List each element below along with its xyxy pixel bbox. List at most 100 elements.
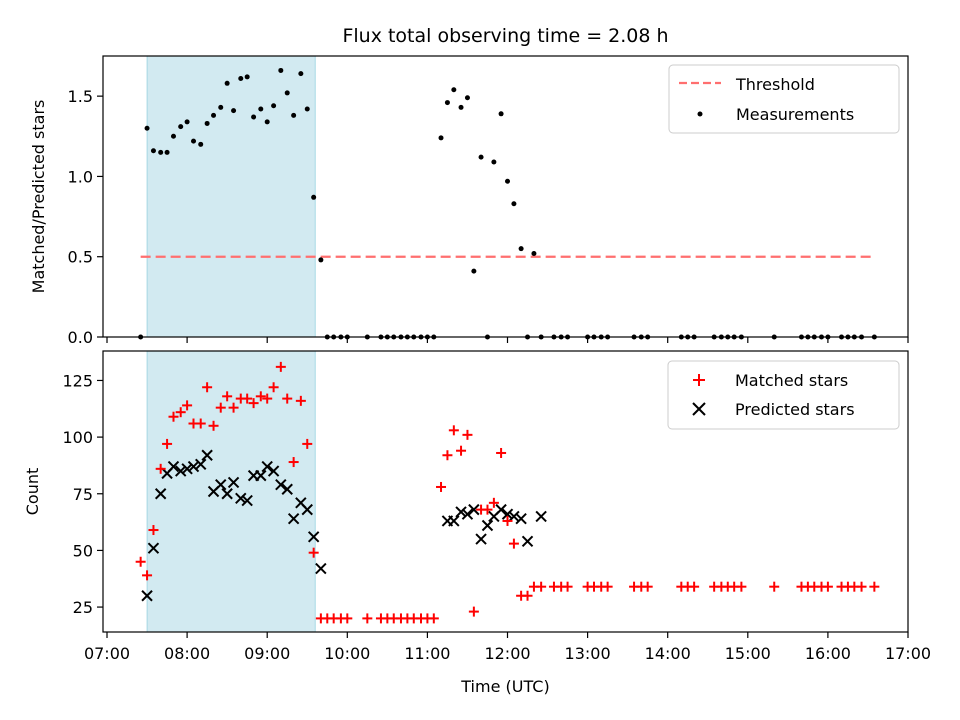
measurement-point: [471, 268, 477, 274]
matched-star-point: [202, 382, 213, 393]
matched-star-point: [208, 420, 219, 431]
matched-star-point: [522, 590, 533, 601]
legend-label: Matched stars: [735, 371, 848, 390]
matched-star-point: [215, 402, 226, 413]
predicted-star-point: [147, 542, 160, 554]
y-tick-label: 50: [73, 541, 93, 560]
matched-star-point: [488, 497, 499, 508]
y-tick-label: 0.0: [68, 328, 93, 347]
matched-star-point: [268, 382, 279, 393]
matched-star-point: [736, 581, 747, 592]
predicted-star-point: [201, 449, 213, 461]
matched-star-point: [308, 547, 319, 558]
predicted-star-point: [521, 535, 534, 548]
predicted-stars-points: [141, 449, 547, 602]
matched-star-point: [468, 606, 479, 617]
measurement-point: [284, 90, 290, 96]
measurement-point: [244, 74, 250, 80]
x-tick-label: 17:00: [885, 644, 931, 663]
y-axis: 0.0 0.5 1.0 1.5: [68, 87, 103, 347]
predicted-star-point: [301, 503, 313, 516]
matched-star-point: [442, 450, 453, 461]
matched-star-point: [448, 425, 459, 436]
legend-box: [668, 64, 900, 134]
chart-title: Flux total observing time = 2.08 h: [342, 25, 668, 47]
measurement-point: [211, 112, 217, 118]
measurement-point: [144, 125, 150, 131]
x-axis-label: Time (UTC): [460, 677, 549, 696]
x-tick-label: 15:00: [725, 644, 771, 663]
predicted-star-point: [461, 508, 474, 520]
matched-star-point: [148, 525, 159, 536]
predicted-star-point: [241, 494, 253, 507]
plot-frame: [102, 55, 909, 338]
matched-star-point: [155, 463, 166, 474]
predicted-star-point: [448, 515, 460, 527]
measurement-point: [531, 251, 537, 257]
predicted-star-point: [141, 590, 153, 602]
measurement-point: [164, 149, 170, 155]
y-tick-label: 25: [73, 598, 93, 617]
x-axis: [106, 337, 909, 343]
matched-star-point: [428, 613, 439, 624]
matched-star-point: [195, 418, 206, 429]
predicted-star-point: [287, 512, 300, 525]
predicted-star-point: [215, 478, 227, 491]
x-tick-label: 10:00: [324, 644, 370, 663]
measurement-point: [184, 119, 190, 125]
matched-star-point: [175, 407, 186, 418]
x-tick-label: 12:00: [484, 644, 530, 663]
measurement-point: [258, 106, 264, 112]
matched-star-point: [222, 391, 233, 402]
y-axis-label: Count: [23, 468, 42, 516]
measurement-point: [264, 119, 270, 125]
predicted-star-point: [167, 460, 180, 473]
measurement-point: [170, 133, 176, 139]
predicted-star-point: [261, 460, 273, 473]
predicted-star-point: [455, 506, 467, 518]
measurement-point: [498, 111, 504, 117]
x-tick-label: 16:00: [805, 644, 851, 663]
y-tick-label: 125: [62, 371, 93, 390]
predicted-star-point: [495, 503, 507, 516]
predicted-star-point: [535, 510, 547, 523]
ratio-panel: 0.0 0.5 1.0 1.5 Flux total observing time =…: [29, 25, 909, 347]
matched-star-point: [602, 581, 613, 592]
matched-star-point: [255, 391, 266, 402]
measurement-point: [304, 106, 310, 112]
matched-star-point: [295, 395, 306, 406]
legend-measurement-swatch: [697, 111, 703, 117]
observing-window-shade: [146, 55, 316, 338]
matched-star-point: [135, 556, 146, 567]
measurement-point: [238, 75, 244, 81]
matched-star-point: [142, 570, 153, 581]
measurement-point: [298, 71, 304, 77]
matched-star-point: [275, 361, 286, 372]
predicted-star-point: [275, 478, 287, 491]
predicted-star-point: [255, 469, 267, 482]
matched-star-point: [856, 581, 867, 592]
predicted-star-point: [281, 483, 293, 495]
measurement-point: [311, 194, 317, 200]
x-axis: 07:00 08:00 09:00 10:00 11:00 12:00 13:00 14:00…: [84, 632, 931, 663]
y-tick-label: 1.0: [68, 167, 93, 186]
predicted-star-point: [315, 562, 327, 575]
x-tick-label: 07:00: [84, 644, 130, 663]
matched-star-point: [248, 398, 259, 409]
matched-star-point: [362, 613, 373, 624]
predicted-star-point: [195, 458, 207, 471]
matched-star-point: [162, 438, 173, 449]
matched-star-point: [482, 504, 493, 515]
x-tick-label: 14:00: [645, 644, 691, 663]
measurement-point: [204, 120, 210, 126]
matched-star-point: [869, 581, 880, 592]
matched-star-point: [562, 581, 573, 592]
matched-star-point: [462, 429, 473, 440]
count-panel: 25 50 75 100 125 07:00 08:00 09:00 10:00 11:00 12…: [23, 350, 931, 696]
y-axis-label: Matched/Predicted stars: [29, 100, 48, 294]
measurement-point: [438, 135, 444, 141]
y-tick-label: 75: [73, 485, 93, 504]
x-tick-label: 08:00: [164, 644, 210, 663]
x-tick-label: 13:00: [565, 644, 611, 663]
